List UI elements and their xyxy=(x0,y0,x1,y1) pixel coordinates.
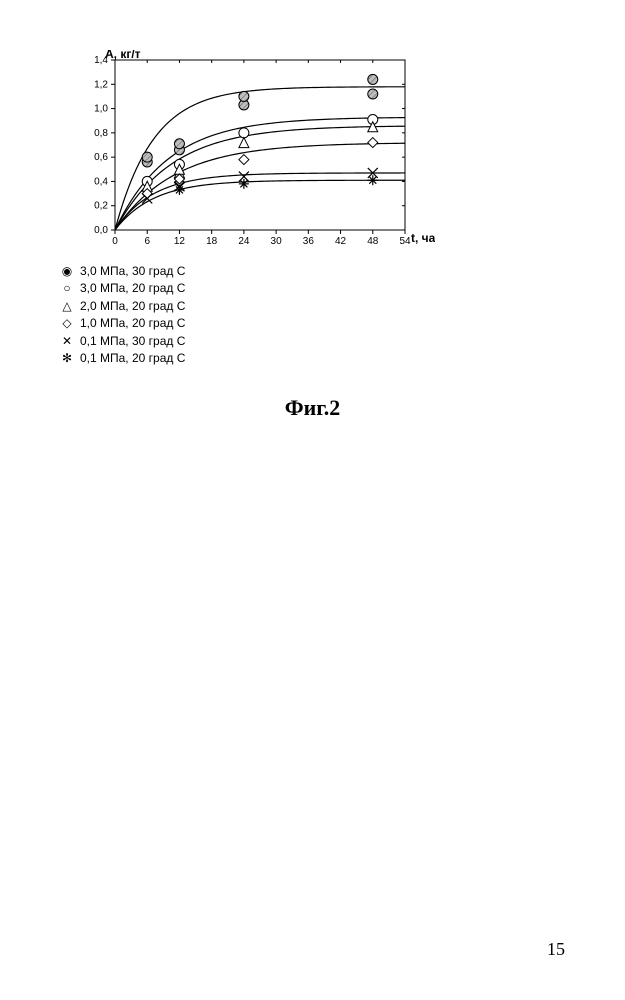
svg-text:18: 18 xyxy=(206,236,218,247)
svg-text:42: 42 xyxy=(335,236,347,247)
svg-text:0,6: 0,6 xyxy=(94,152,108,163)
svg-text:1,0: 1,0 xyxy=(94,104,108,115)
legend-item: ◉ 3,0 МПа, 30 град С xyxy=(60,263,185,280)
svg-text:36: 36 xyxy=(303,236,315,247)
svg-text:t, час: t, час xyxy=(411,231,435,245)
legend-item: ◇ 1,0 МПа, 20 град С xyxy=(60,315,185,332)
legend-item: △ 2,0 МПа, 20 град С xyxy=(60,298,185,315)
svg-text:48: 48 xyxy=(367,236,379,247)
svg-text:54: 54 xyxy=(399,236,411,247)
svg-text:0,2: 0,2 xyxy=(94,201,108,212)
svg-text:30: 30 xyxy=(271,236,283,247)
legend-label: 0,1 МПа, 20 град С xyxy=(80,350,185,367)
page-number: 15 xyxy=(547,939,565,960)
legend-item: ✕ 0,1 МПа, 30 град С xyxy=(60,333,185,350)
legend-marker-icon: ✻ xyxy=(60,350,74,367)
page: 0 6 12 18 24 30 36 42 48 54 0,0 0,2 0,4 0,6 0,8 1,0 1,2 1… xyxy=(0,0,625,1000)
legend-item: ○ 3,0 МПа, 20 град С xyxy=(60,280,185,297)
legend-marker-icon: ◉ xyxy=(60,263,74,280)
svg-text:А, кг/т: А, кг/т xyxy=(105,50,141,61)
legend-marker-icon: ✕ xyxy=(60,333,74,350)
legend-label: 3,0 МПа, 30 град С xyxy=(80,263,185,280)
svg-text:0,4: 0,4 xyxy=(94,176,108,187)
svg-text:0: 0 xyxy=(112,236,118,247)
svg-text:0,8: 0,8 xyxy=(94,128,108,139)
legend-marker-icon: ○ xyxy=(60,280,74,297)
svg-text:24: 24 xyxy=(238,236,250,247)
legend-marker-icon: ◇ xyxy=(60,315,74,332)
legend-label: 2,0 МПа, 20 град С xyxy=(80,298,185,315)
scatter-chart: 0612182430364248540,00,20,40,60,81,01,21… xyxy=(75,50,435,260)
legend-label: 0,1 МПа, 30 град С xyxy=(80,333,185,350)
legend-item: ✻ 0,1 МПа, 20 град С xyxy=(60,350,185,367)
figure-caption: Фиг.2 xyxy=(0,395,625,421)
svg-text:6: 6 xyxy=(144,236,150,247)
legend: ◉ 3,0 МПа, 30 град С ○ 3,0 МПа, 20 град С △ 2… xyxy=(60,263,185,367)
legend-marker-icon: △ xyxy=(60,298,74,315)
svg-text:1,2: 1,2 xyxy=(94,79,108,90)
legend-label: 3,0 МПа, 20 град С xyxy=(80,280,185,297)
svg-text:0,0: 0,0 xyxy=(94,225,108,236)
svg-text:12: 12 xyxy=(174,236,186,247)
legend-label: 1,0 МПа, 20 град С xyxy=(80,315,185,332)
